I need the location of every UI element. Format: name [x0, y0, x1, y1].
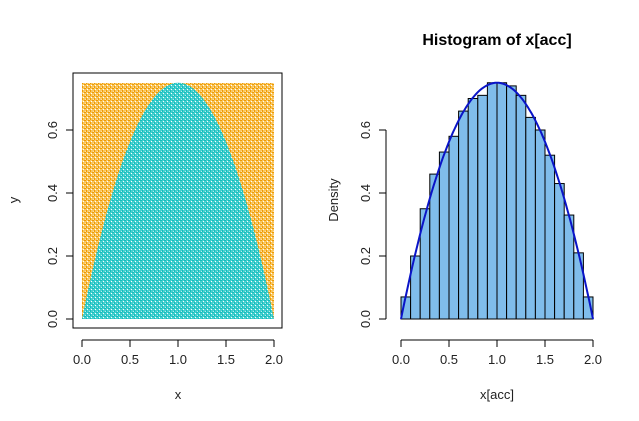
y-tick-label: 0.0: [45, 310, 60, 328]
histogram-bar: [477, 94, 488, 320]
x-tick-label: 0.0: [392, 352, 410, 367]
accepted-points-region: [82, 82, 274, 319]
x-axis: 0.0 0.5 1.0 1.5 2.0: [73, 339, 283, 367]
scatter-plot: 0.0 0.5 1.0 1.5 2.0 0.0 0.2 0.4 0.6 x y: [6, 72, 283, 402]
y-axis-title: y: [6, 196, 21, 203]
x-tick-label: 1.5: [536, 352, 554, 367]
histogram-bar: [515, 94, 527, 320]
y-tick-label: 0.4: [358, 184, 373, 202]
x-axis-title: x: [175, 387, 182, 402]
density-curve: [400, 81, 594, 320]
histogram-bar: [486, 82, 498, 320]
y-tick-label: 0.4: [45, 184, 60, 202]
y-axis-title: Density: [326, 178, 341, 222]
x-tick-label: 0.5: [121, 352, 139, 367]
y-tick-label: 0.6: [358, 121, 373, 139]
x-tick-label: 1.0: [488, 352, 506, 367]
y-tick-label: 0.6: [45, 121, 60, 139]
histogram-bar: [467, 98, 479, 320]
histogram-bar: [544, 154, 556, 320]
chart-title: Histogram of x[acc]: [422, 32, 571, 49]
x-tick-label: 0.0: [73, 352, 91, 367]
y-tick-label: 0.2: [358, 247, 373, 265]
y-axis: 0.0 0.2 0.4 0.6: [45, 121, 74, 328]
histogram-bar: [525, 116, 536, 320]
x-tick-label: 1.0: [169, 352, 187, 367]
x-axis-title: x[acc]: [480, 387, 514, 402]
histogram-bar: [438, 151, 450, 320]
y-axis: 0.0 0.2 0.4 0.6: [358, 121, 387, 328]
histogram-bars: [400, 82, 594, 320]
histogram-plot: Histogram of x[acc] 0.0 0.5 1.0 1.5 2.0 0.00…: [326, 32, 602, 402]
histogram-bar: [496, 82, 508, 320]
histogram-bar: [458, 110, 469, 320]
histogram-bar: [448, 135, 460, 320]
y-tick-label: 0.2: [45, 247, 60, 265]
histogram-bar: [506, 85, 517, 320]
x-axis: 0.0 0.5 1.0 1.5 2.0: [392, 339, 602, 367]
x-tick-label: 1.5: [217, 352, 235, 367]
x-tick-label: 2.0: [265, 352, 283, 367]
x-tick-label: 2.0: [584, 352, 602, 367]
y-tick-label: 0.0: [358, 310, 373, 328]
histogram-bar: [554, 183, 565, 320]
x-tick-label: 0.5: [440, 352, 458, 367]
histogram-bar: [573, 252, 584, 320]
histogram-bar: [534, 129, 546, 320]
